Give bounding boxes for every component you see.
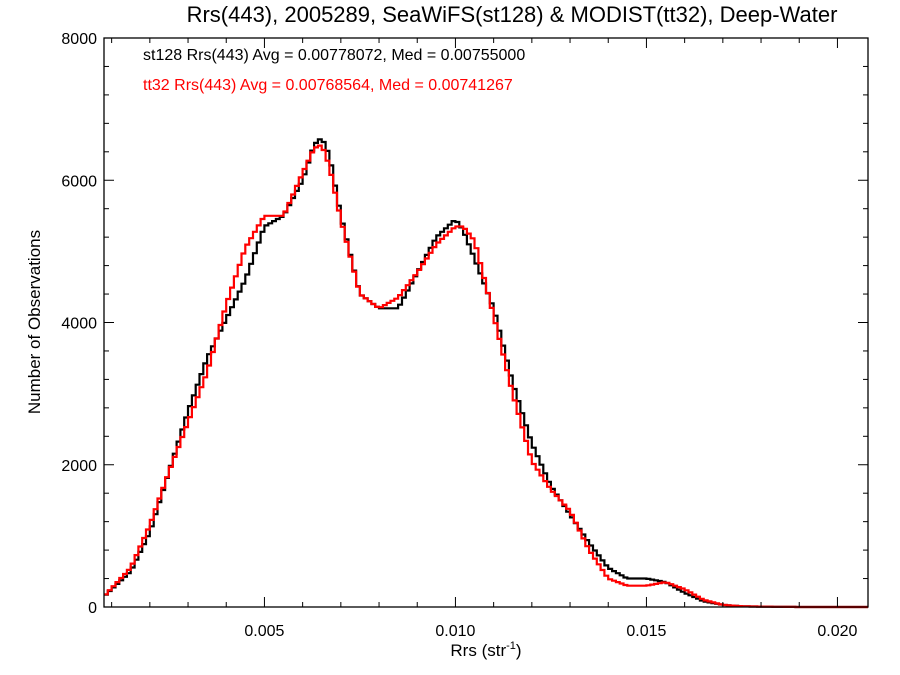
- series-group: [104, 138, 868, 609]
- legend-annotations: st128 Rrs(443) Avg = 0.00778072, Med = 0…: [143, 47, 525, 94]
- annotation-2: tt32 Rrs(443) Avg = 0.00768564, Med = 0.…: [143, 77, 513, 94]
- y-axis-label: Number of Observations: [25, 230, 44, 414]
- y-tick-label: 2000: [61, 458, 97, 475]
- x-tick-label: 0.015: [626, 623, 666, 640]
- x-axis: 0.005 0.010 0.015 0.020: [111, 38, 858, 640]
- y-tick-label: 8000: [61, 31, 97, 48]
- chart-title: Rrs(443), 2005289, SeaWiFS(st128) & MODI…: [187, 2, 838, 27]
- x-tick-label: 0.005: [244, 623, 284, 640]
- series-line-2: [104, 144, 868, 609]
- series-line-1: [104, 138, 868, 609]
- y-axis: 0 2000 4000 6000 8000: [61, 31, 868, 617]
- annotation-1: st128 Rrs(443) Avg = 0.00778072, Med = 0…: [143, 47, 525, 64]
- y-tick-label: 6000: [61, 173, 97, 190]
- x-tick-label: 0.010: [435, 623, 475, 640]
- y-tick-label: 4000: [61, 316, 97, 333]
- plot-frame: [103, 37, 869, 608]
- x-axis-label: Rrs (str-1): [450, 640, 521, 660]
- y-tick-label: 0: [88, 600, 97, 617]
- x-tick-label: 0.020: [817, 623, 857, 640]
